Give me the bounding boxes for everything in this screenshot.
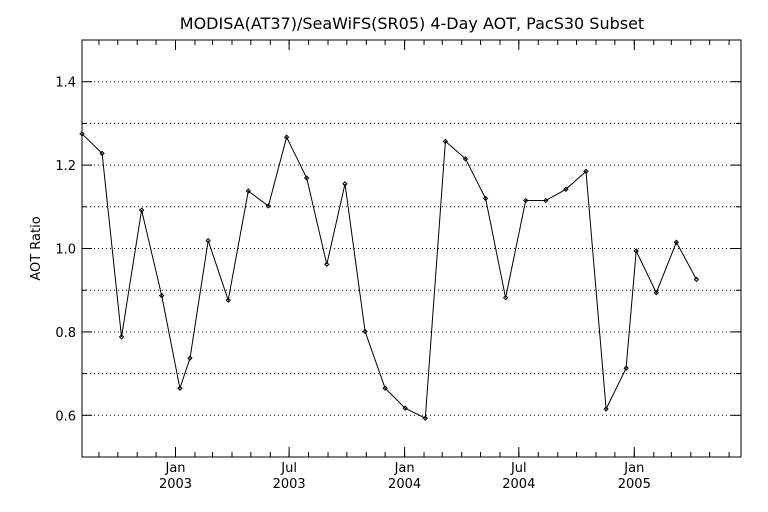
data-point-marker bbox=[342, 181, 348, 187]
x-tick-month-label: Jul bbox=[280, 461, 297, 476]
data-point-marker bbox=[623, 365, 629, 371]
data-point-marker bbox=[583, 168, 589, 175]
y-tick-label: 1.2 bbox=[55, 159, 76, 174]
x-tick-month-label: Jan bbox=[394, 461, 415, 476]
x-tick-month-label: Jan bbox=[164, 461, 185, 476]
data-point-marker bbox=[159, 292, 165, 299]
data-point-marker bbox=[482, 195, 489, 202]
data-point-marker bbox=[265, 203, 272, 209]
data-point-marker bbox=[603, 406, 609, 412]
gridlines bbox=[82, 81, 741, 416]
data-point-marker bbox=[633, 248, 639, 254]
data-point-marker bbox=[99, 150, 105, 157]
y-tick-label: 0.6 bbox=[55, 409, 76, 424]
data-point-marker bbox=[563, 186, 569, 192]
data-point-marker bbox=[245, 188, 252, 194]
data-series bbox=[79, 131, 700, 421]
data-point-marker bbox=[187, 355, 193, 361]
data-point-marker bbox=[177, 385, 183, 391]
data-point-marker bbox=[303, 175, 310, 181]
data-point-marker bbox=[382, 385, 388, 391]
data-point-marker bbox=[79, 131, 85, 137]
x-tick-year-label: 2004 bbox=[388, 477, 421, 492]
data-point-marker bbox=[543, 197, 549, 204]
x-tick-year-label: 2003 bbox=[273, 477, 306, 492]
data-point-marker bbox=[422, 415, 429, 421]
x-tick-year-label: 2004 bbox=[502, 477, 535, 492]
ticks: 0.60.81.01.21.4Jan2003Jul2003Jan2004Jul2… bbox=[55, 40, 741, 492]
chart-title: MODISA(AT37)/SeaWiFS(SR05) 4-Day AOT, Pa… bbox=[180, 14, 644, 33]
data-point-marker bbox=[673, 239, 680, 245]
x-tick-year-label: 2003 bbox=[159, 477, 192, 492]
y-axis-label: AOT Ratio bbox=[29, 216, 44, 280]
data-point-marker bbox=[402, 405, 408, 411]
data-point-marker bbox=[362, 328, 368, 335]
x-tick-year-label: 2005 bbox=[618, 477, 651, 492]
data-point-marker bbox=[225, 297, 231, 303]
x-tick-month-label: Jul bbox=[510, 461, 527, 476]
data-point-marker bbox=[502, 294, 509, 301]
data-point-marker bbox=[653, 289, 659, 296]
y-tick-label: 1.4 bbox=[55, 76, 76, 91]
series-line bbox=[81, 133, 697, 419]
data-point-marker bbox=[523, 197, 529, 204]
y-tick-label: 0.8 bbox=[55, 326, 76, 341]
data-point-marker bbox=[442, 138, 449, 145]
data-point-marker bbox=[324, 261, 330, 268]
data-point-marker bbox=[283, 134, 290, 140]
data-point-marker bbox=[693, 276, 700, 283]
y-tick-label: 1.0 bbox=[55, 243, 76, 258]
data-point-marker bbox=[205, 237, 211, 244]
x-tick-month-label: Jan bbox=[623, 461, 644, 476]
data-point-marker bbox=[118, 334, 125, 340]
data-point-marker bbox=[462, 156, 469, 162]
data-point-marker bbox=[138, 207, 145, 213]
